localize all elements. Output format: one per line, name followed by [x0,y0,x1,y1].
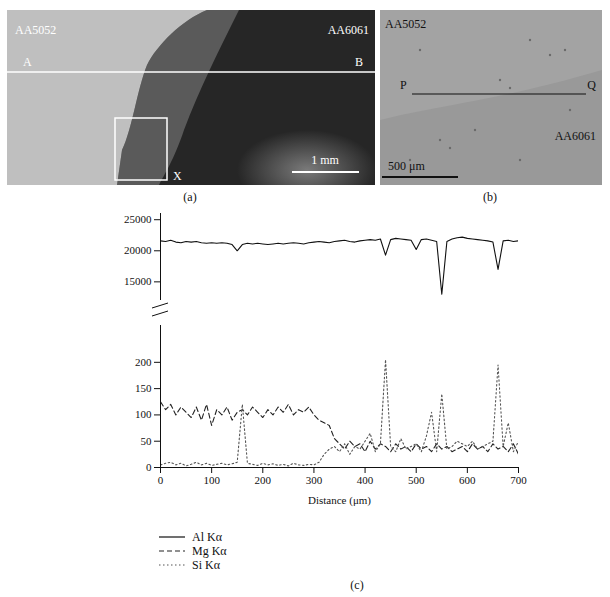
svg-text:25000: 25000 [124,213,152,225]
svg-text:AA5052: AA5052 [385,17,426,31]
svg-text:Distance (μm): Distance (μm) [308,494,371,507]
svg-text:A: A [23,55,32,69]
svg-text:1 mm: 1 mm [311,153,339,167]
svg-text:500: 500 [408,474,425,486]
svg-text:X: X [173,169,182,183]
svg-text:15000: 15000 [124,275,152,287]
html-text:(a): (a) [183,190,197,204]
html-text:Si Kα: Si Kα [192,557,220,572]
html-text:Mg Kα: Mg Kα [192,543,227,558]
html-text:Al Kα: Al Kα [192,529,222,544]
svg-text:200: 200 [135,356,152,368]
svg-text:400: 400 [357,474,374,486]
svg-text:500 μm: 500 μm [388,159,425,173]
svg-text:P: P [400,78,407,92]
svg-text:AA5052: AA5052 [15,23,56,37]
svg-text:700: 700 [510,474,527,486]
html-text:(b): (b) [483,190,497,204]
svg-text:AA6061: AA6061 [328,23,369,37]
svg-text:100: 100 [203,474,220,486]
svg-text:300: 300 [306,474,323,486]
svg-text:0: 0 [146,461,152,473]
svg-text:150: 150 [135,382,152,394]
svg-text:AA6061: AA6061 [555,129,596,143]
svg-text:200: 200 [255,474,272,486]
svg-text:0: 0 [158,474,164,486]
svg-text:50: 50 [141,435,153,447]
svg-text:600: 600 [459,474,476,486]
svg-text:B: B [355,55,363,69]
html-text:(c): (c) [350,578,364,592]
svg-text:Q: Q [587,78,596,92]
svg-text:100: 100 [135,408,152,420]
svg-text:20000: 20000 [124,244,152,256]
